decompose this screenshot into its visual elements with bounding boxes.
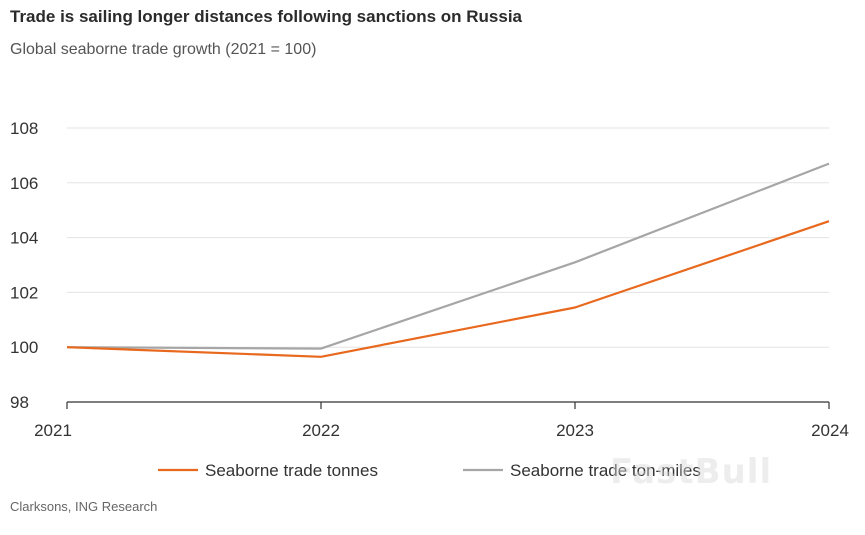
x-tick-label: 2022: [302, 421, 340, 440]
x-axis: [66, 401, 830, 409]
legend: Seaborne trade tonnes Seaborne trade ton-…: [158, 461, 701, 480]
series-line: [66, 220, 830, 358]
x-tick-label: 2021: [34, 421, 72, 440]
chart-subtitle: Global seaborne trade growth (2021 = 100…: [10, 41, 317, 58]
y-tick-label: 100: [10, 338, 38, 357]
y-tick-label: 102: [10, 283, 38, 302]
y-axis-tick-labels: 98 100 102 104 106 108: [10, 119, 38, 412]
watermark-logo: FastBull: [610, 452, 773, 492]
gridlines: [67, 127, 829, 348]
x-tick-label: 2024: [811, 421, 849, 440]
y-tick-label: 106: [10, 174, 38, 193]
x-axis-tick-labels: 2021 2022 2023 2024: [34, 421, 849, 440]
y-tick-label: 98: [10, 393, 29, 412]
legend-label: Seaborne trade tonnes: [205, 461, 378, 480]
legend-label: Seaborne trade ton-miles: [510, 461, 701, 480]
x-tick-label: 2023: [556, 421, 594, 440]
y-tick-label: 104: [10, 229, 38, 248]
chart-title: Trade is sailing longer distances follow…: [10, 7, 523, 26]
source-note: Clarksons, ING Research: [10, 499, 158, 514]
series-lines: [66, 162, 830, 358]
series-line: [66, 162, 830, 350]
y-tick-label: 108: [10, 119, 38, 138]
